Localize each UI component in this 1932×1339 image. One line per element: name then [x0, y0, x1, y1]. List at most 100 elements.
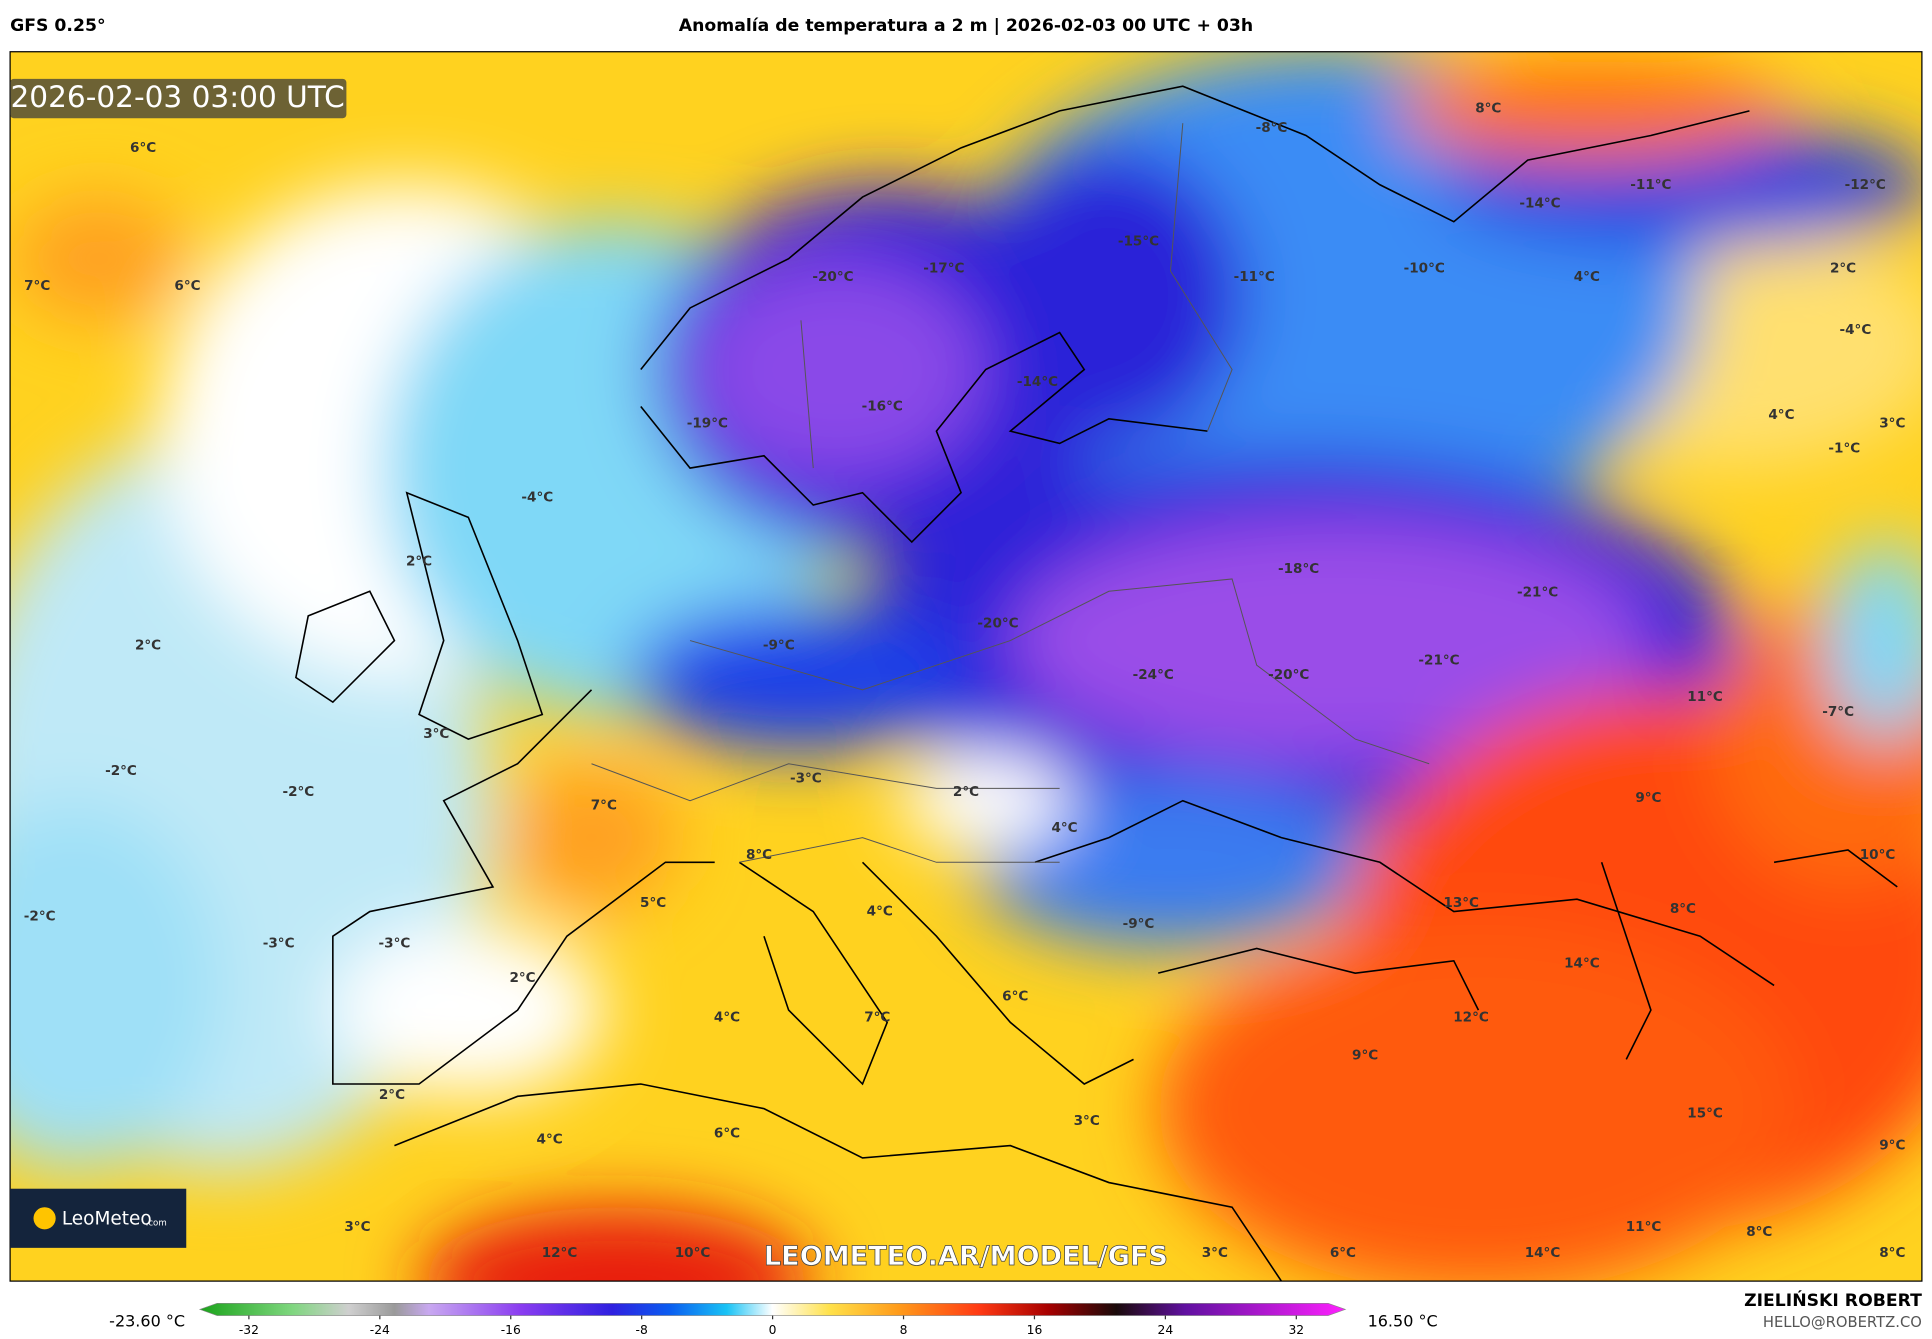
temperature-label: -20°C: [1268, 667, 1309, 683]
temperature-label: 8°C: [746, 847, 772, 863]
temperature-label: 9°C: [1879, 1138, 1905, 1154]
temperature-label: 4°C: [1768, 407, 1794, 423]
temperature-label: -7°C: [1822, 704, 1854, 720]
temperature-label: 11°C: [1626, 1219, 1662, 1235]
temperature-label: 2°C: [509, 970, 535, 986]
coastlines: [294, 85, 1898, 1282]
temperature-label: 7°C: [864, 1009, 890, 1025]
temperature-label: -20°C: [977, 615, 1018, 631]
temperature-label: 3°C: [344, 1219, 370, 1235]
temperature-label: 11°C: [1687, 689, 1723, 705]
map: [10, 51, 1922, 1282]
author: ZIELIŃSKI ROBERT: [1744, 1289, 1922, 1311]
temperature-label: 4°C: [1051, 820, 1077, 836]
temperature-label: 4°C: [714, 1009, 740, 1025]
temperature-label: 8°C: [1746, 1224, 1772, 1240]
colorbar-tick-label: -8: [636, 1323, 648, 1337]
colorbar-tick-label: -24: [370, 1323, 390, 1337]
temperature-label: 5°C: [640, 895, 666, 911]
temperature-label: 8°C: [1879, 1245, 1905, 1261]
logo-sun: [33, 1207, 56, 1230]
model-label: GFS 0.25°: [10, 16, 105, 36]
temperature-label: 12°C: [1453, 1009, 1489, 1025]
colorbar: -32 -24 -16 -8 0 8 16 24 32: [198, 1302, 1347, 1337]
temperature-label: -21°C: [1418, 652, 1459, 668]
temperature-label: 2°C: [406, 554, 432, 570]
temperature-label: -1°C: [1828, 440, 1860, 456]
temperature-label: 2°C: [135, 637, 161, 653]
temperature-label: -2°C: [282, 784, 314, 800]
temperature-label: -8°C: [1256, 120, 1288, 136]
temperature-label: -9°C: [1123, 916, 1155, 932]
temperature-label: 7°C: [591, 798, 617, 814]
temperature-label: 6°C: [174, 278, 200, 294]
temperature-label: 3°C: [1074, 1113, 1100, 1129]
colorbar-bar: [198, 1302, 1347, 1316]
temperature-label: -11°C: [1630, 177, 1671, 193]
temperature-label: 12°C: [542, 1245, 578, 1261]
temperature-label: 2°C: [1830, 261, 1856, 277]
temperature-label: -17°C: [923, 261, 964, 277]
temperature-label: 6°C: [130, 140, 156, 156]
temperature-label: 9°C: [1635, 790, 1661, 806]
temperature-label: -2°C: [24, 908, 56, 924]
temperature-label: 14°C: [1564, 955, 1600, 971]
temperature-label: -18°C: [1278, 561, 1319, 577]
colorbar-tick-label: -16: [501, 1323, 521, 1337]
temperature-label: 13°C: [1443, 895, 1479, 911]
colorbar-tick-label: 16: [1027, 1323, 1043, 1337]
temperature-label: 2°C: [379, 1087, 405, 1103]
borders: [591, 123, 1430, 863]
temperature-label: 10°C: [1860, 847, 1896, 863]
temperature-label: 15°C: [1687, 1106, 1723, 1122]
colorbar-max: 16.50 °C: [1368, 1311, 1438, 1330]
temperature-label: -14°C: [1017, 374, 1058, 390]
colorbar-tick-label: -32: [239, 1323, 259, 1337]
temperature-label: -14°C: [1519, 195, 1560, 211]
logo-suffix: .com: [146, 1219, 167, 1229]
temperature-label: -3°C: [263, 936, 295, 952]
temperature-label: 4°C: [867, 904, 893, 920]
temperature-label: 6°C: [714, 1125, 740, 1141]
timestamp: 2026-02-03 03:00 UTC: [11, 80, 345, 114]
anomaly-field: [10, 51, 1922, 1282]
temperature-label: -16°C: [862, 399, 903, 415]
temperature-label: 4°C: [1574, 269, 1600, 285]
temperature-label: 2°C: [953, 784, 979, 800]
colorbar-tick-label: 0: [769, 1323, 777, 1337]
temperature-label: 8°C: [1475, 100, 1501, 116]
temperature-label: -20°C: [812, 269, 853, 285]
temperature-labels: 6°C 7°C 6°C -8°C 8°C -15°C -20°C -17°C -11°C -14°…: [24, 100, 1906, 1260]
colorbar-tick-label: 32: [1288, 1323, 1304, 1337]
temperature-label: -2°C: [105, 763, 137, 779]
map-frame: [9, 51, 1923, 1282]
temperature-label: 6°C: [1330, 1245, 1356, 1261]
temperature-label: 9°C: [1352, 1048, 1378, 1064]
temperature-label: 14°C: [1525, 1245, 1561, 1261]
temperature-label: -4°C: [1839, 322, 1871, 338]
logo-name: LeoMeteo: [62, 1209, 152, 1230]
title: Anomalía de temperatura a 2 m | 2026-02-…: [679, 16, 1253, 36]
temperature-label: -4°C: [521, 490, 553, 506]
temperature-label: 10°C: [675, 1245, 711, 1261]
temperature-label: 3°C: [1879, 416, 1905, 432]
watermark: LEOMETEO.AR/MODEL/GFS: [764, 1241, 1168, 1272]
temperature-label: -12°C: [1845, 177, 1886, 193]
temperature-label: 3°C: [423, 726, 449, 742]
temperature-label: -10°C: [1404, 261, 1445, 277]
temperature-label: 8°C: [1670, 901, 1696, 917]
temperature-label: -9°C: [763, 637, 795, 653]
temperature-label: -3°C: [379, 936, 411, 952]
temperature-label: -3°C: [790, 771, 822, 787]
timestamp-box: [10, 78, 347, 119]
colorbar-tick-label: 24: [1158, 1323, 1174, 1337]
temperature-label: -15°C: [1118, 233, 1159, 249]
colorbar-min: -23.60 °C: [109, 1311, 185, 1330]
temperature-label: -19°C: [687, 416, 728, 432]
temperature-label: -11°C: [1234, 269, 1275, 285]
temperature-label: 4°C: [537, 1131, 563, 1147]
temperature-label: -24°C: [1133, 667, 1174, 683]
colorbar-tick-label: 8: [900, 1323, 908, 1337]
contact: HELLO@ROBERTZ.CO: [1763, 1314, 1922, 1331]
